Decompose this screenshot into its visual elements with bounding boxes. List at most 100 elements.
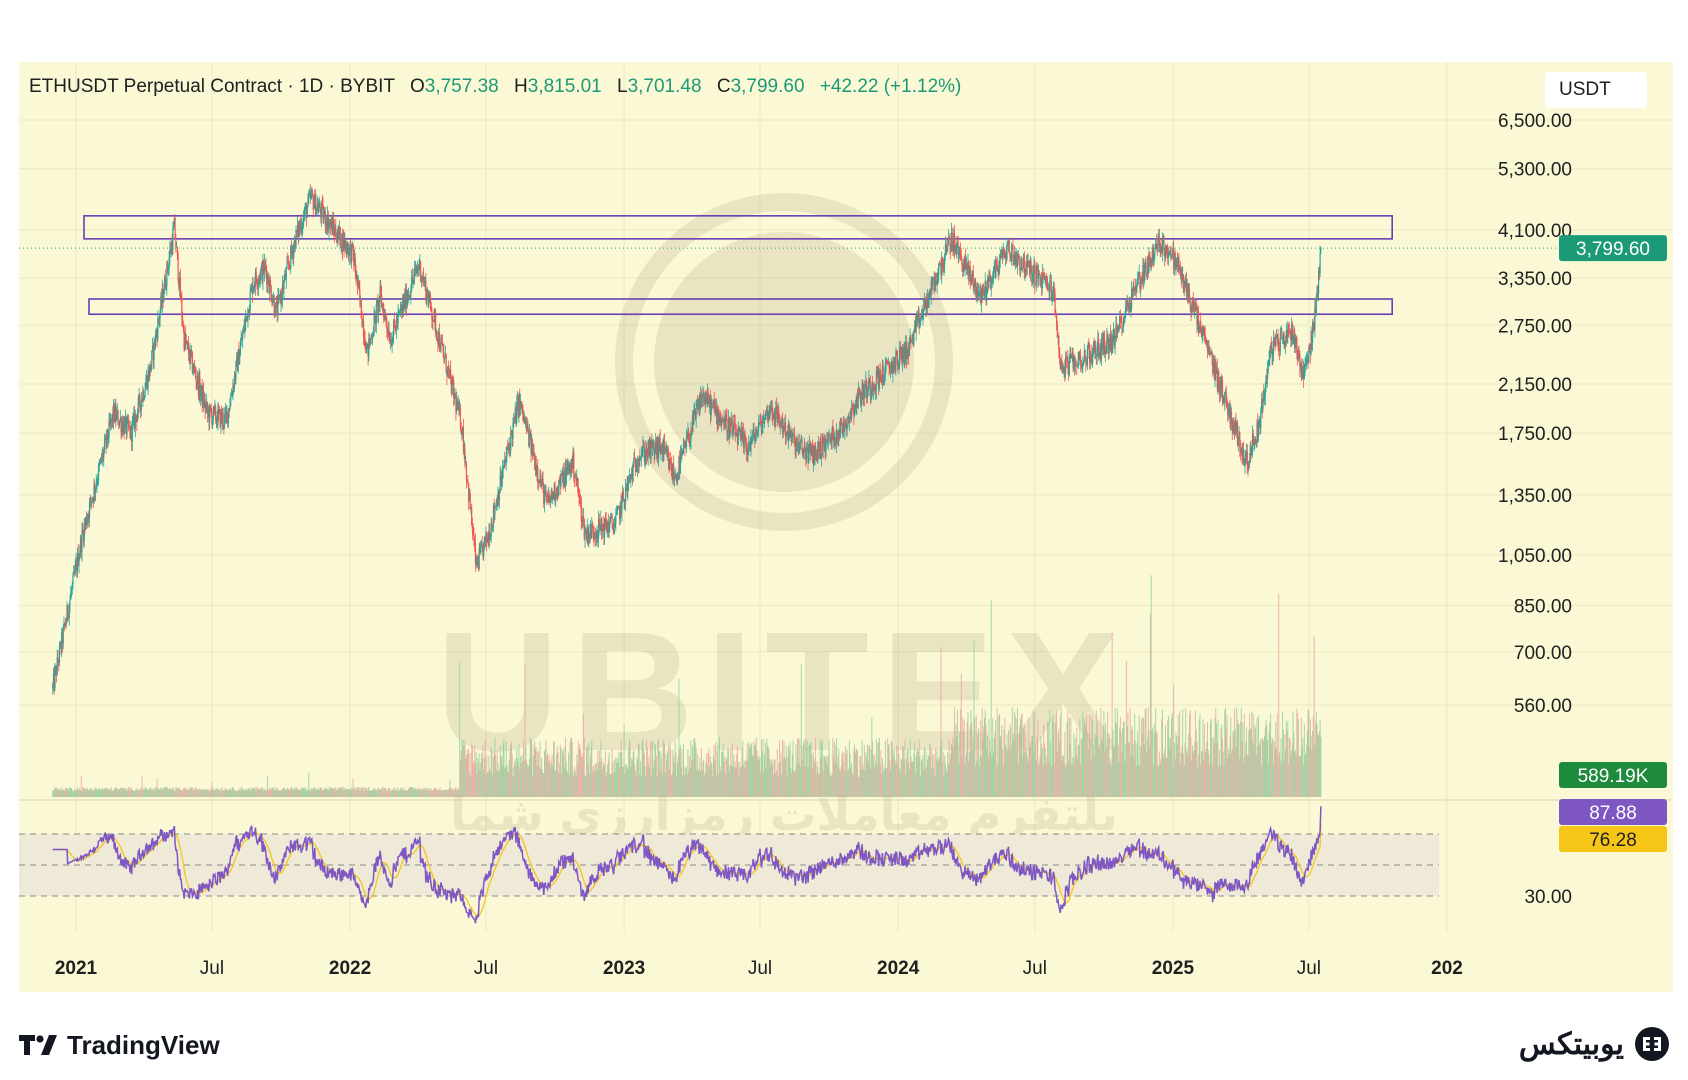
candle-body [1072, 352, 1074, 369]
volume-bar [613, 759, 615, 797]
candle-body [989, 272, 991, 277]
resistance-zones [83, 215, 1393, 316]
volume-bar [528, 758, 530, 797]
candle-body [688, 430, 690, 440]
candle-body [1257, 422, 1259, 438]
candle-body [1054, 293, 1056, 313]
volume-bar [230, 790, 232, 797]
candle-body [409, 294, 411, 297]
candle-body [453, 380, 455, 399]
volume-bar [287, 787, 289, 797]
candle-body [1200, 328, 1203, 338]
candle-body [977, 293, 980, 298]
volume-bar [458, 789, 460, 797]
volume-bar [365, 789, 367, 797]
candle-body [980, 286, 982, 304]
candle-body [1236, 423, 1238, 429]
volume-bar [456, 790, 458, 797]
volume-bar [485, 775, 487, 797]
candle-body [168, 258, 170, 269]
volume-bar [751, 742, 753, 797]
volume-bar [148, 789, 150, 797]
volume-bar [67, 790, 69, 797]
volume-bar [1258, 715, 1260, 797]
candle-body [1233, 423, 1235, 428]
volume-bar [728, 771, 730, 797]
volume-bar [584, 775, 586, 797]
candle-body [956, 245, 958, 253]
volume-bar [588, 742, 590, 797]
volume-bar [477, 762, 479, 797]
volume-bar [809, 742, 811, 797]
candle-body [442, 345, 444, 353]
volume-bar [676, 776, 678, 797]
candle-body [552, 493, 555, 500]
volume-bar [247, 789, 249, 797]
candle-body [937, 274, 939, 281]
volume-bar [854, 744, 856, 797]
volume-bar [537, 751, 539, 797]
volume-bar [525, 745, 527, 797]
candle-body [1167, 255, 1170, 258]
candle-body [459, 407, 462, 429]
volume-bar [212, 789, 214, 797]
candle-body [605, 521, 607, 528]
volume-bar [1203, 724, 1205, 797]
volume-bar [1240, 721, 1242, 797]
candle-body [86, 519, 88, 525]
candle-body [844, 421, 847, 423]
chart-panel[interactable]: UBITEX پلتفرم معاملات رمزارزی شما 6,500.00… [19, 62, 1673, 992]
candle-body [1241, 449, 1243, 457]
candle-body [263, 261, 265, 274]
volume-bar [936, 750, 938, 797]
volume-bar [1056, 711, 1058, 797]
volume-bar [568, 752, 570, 797]
candle-body [364, 338, 366, 348]
volume-bar [338, 787, 340, 797]
volume-bar [1143, 744, 1145, 797]
volume-bar [136, 790, 138, 797]
candle-body [769, 410, 771, 420]
volume-bar [851, 771, 853, 797]
candle-body [311, 190, 314, 196]
volume-bar [1312, 730, 1314, 797]
volume-bar [541, 757, 543, 797]
volume-bar [872, 755, 874, 797]
candle-body [317, 207, 320, 212]
candle-body [537, 467, 539, 480]
volume-bar [1241, 741, 1243, 797]
candle-body [330, 219, 332, 226]
volume-bar [600, 740, 602, 797]
volume-bar [935, 748, 937, 797]
volume-bar [156, 778, 158, 797]
volume-bar [791, 754, 793, 797]
volume-bar [630, 767, 632, 797]
candle-body [1242, 449, 1245, 462]
volume-bar [1091, 716, 1093, 797]
volume-bar [451, 790, 453, 797]
volume-bar [598, 750, 600, 797]
volume-bar [1041, 747, 1043, 797]
candle-body [1232, 423, 1234, 431]
candle-body [778, 410, 780, 423]
candle-body [445, 354, 447, 373]
volume-bar [688, 756, 690, 797]
candle-body [924, 298, 926, 308]
volume-bar [1261, 766, 1263, 797]
candle-body [1040, 277, 1042, 285]
volume-bar [1147, 707, 1149, 797]
volume-bar [553, 741, 555, 797]
candle-body [87, 515, 89, 520]
candle-body [286, 261, 288, 269]
candle-body [154, 333, 157, 346]
candle-body [118, 424, 120, 426]
volume-bar [1054, 722, 1056, 797]
candle-body [1263, 391, 1265, 401]
volume-bar [517, 762, 519, 797]
candle-body [1073, 356, 1075, 369]
volume-bar [501, 756, 503, 797]
volume-bar [315, 789, 317, 797]
candle-body [162, 288, 164, 302]
candle-body [525, 421, 527, 424]
